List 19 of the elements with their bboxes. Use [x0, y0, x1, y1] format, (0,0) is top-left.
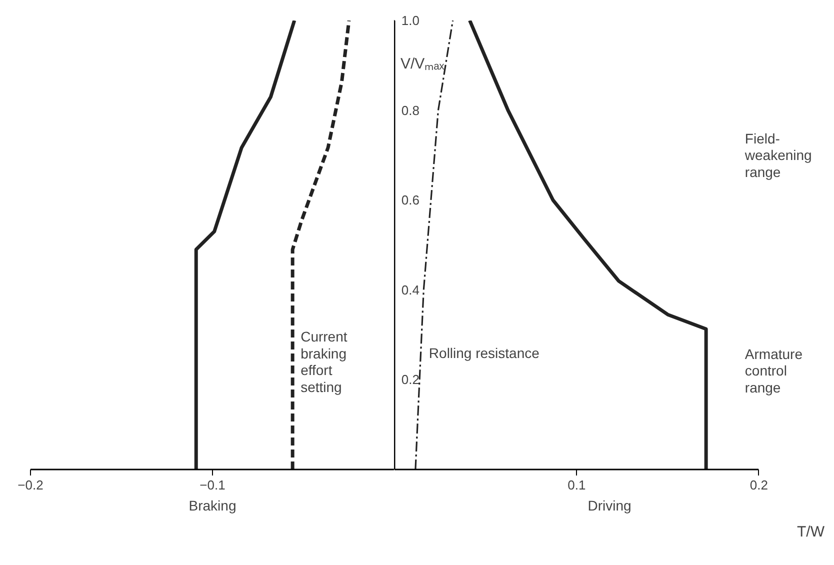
annotation: Armature control range — [744, 346, 803, 396]
y-tick-label: 0.6 — [401, 192, 420, 208]
annotation: Current braking effort setting — [300, 328, 348, 395]
x-tick-label: 0.1 — [568, 478, 586, 492]
annotation: Rolling resistance — [428, 344, 540, 361]
x-tick-label: 0.2 — [750, 478, 768, 492]
line-series — [194, 20, 296, 470]
text: Driving — [588, 498, 632, 514]
x-tick-label: −0.1 — [200, 478, 226, 492]
annotation: Field- weakening range — [744, 130, 812, 180]
y-tick-label: 0.4 — [401, 282, 420, 298]
y-axis-title: V/Vₘₐₓ — [400, 56, 444, 72]
y-tick-label: 0.8 — [401, 102, 420, 118]
line-series — [290, 20, 351, 470]
y-tick-label: 1.0 — [401, 13, 420, 28]
x-axis-title: T/W — [797, 524, 826, 540]
x-tick-label: −0.2 — [18, 478, 44, 492]
y-tick-label: 0.2 — [401, 372, 420, 388]
text: Braking — [188, 498, 236, 514]
